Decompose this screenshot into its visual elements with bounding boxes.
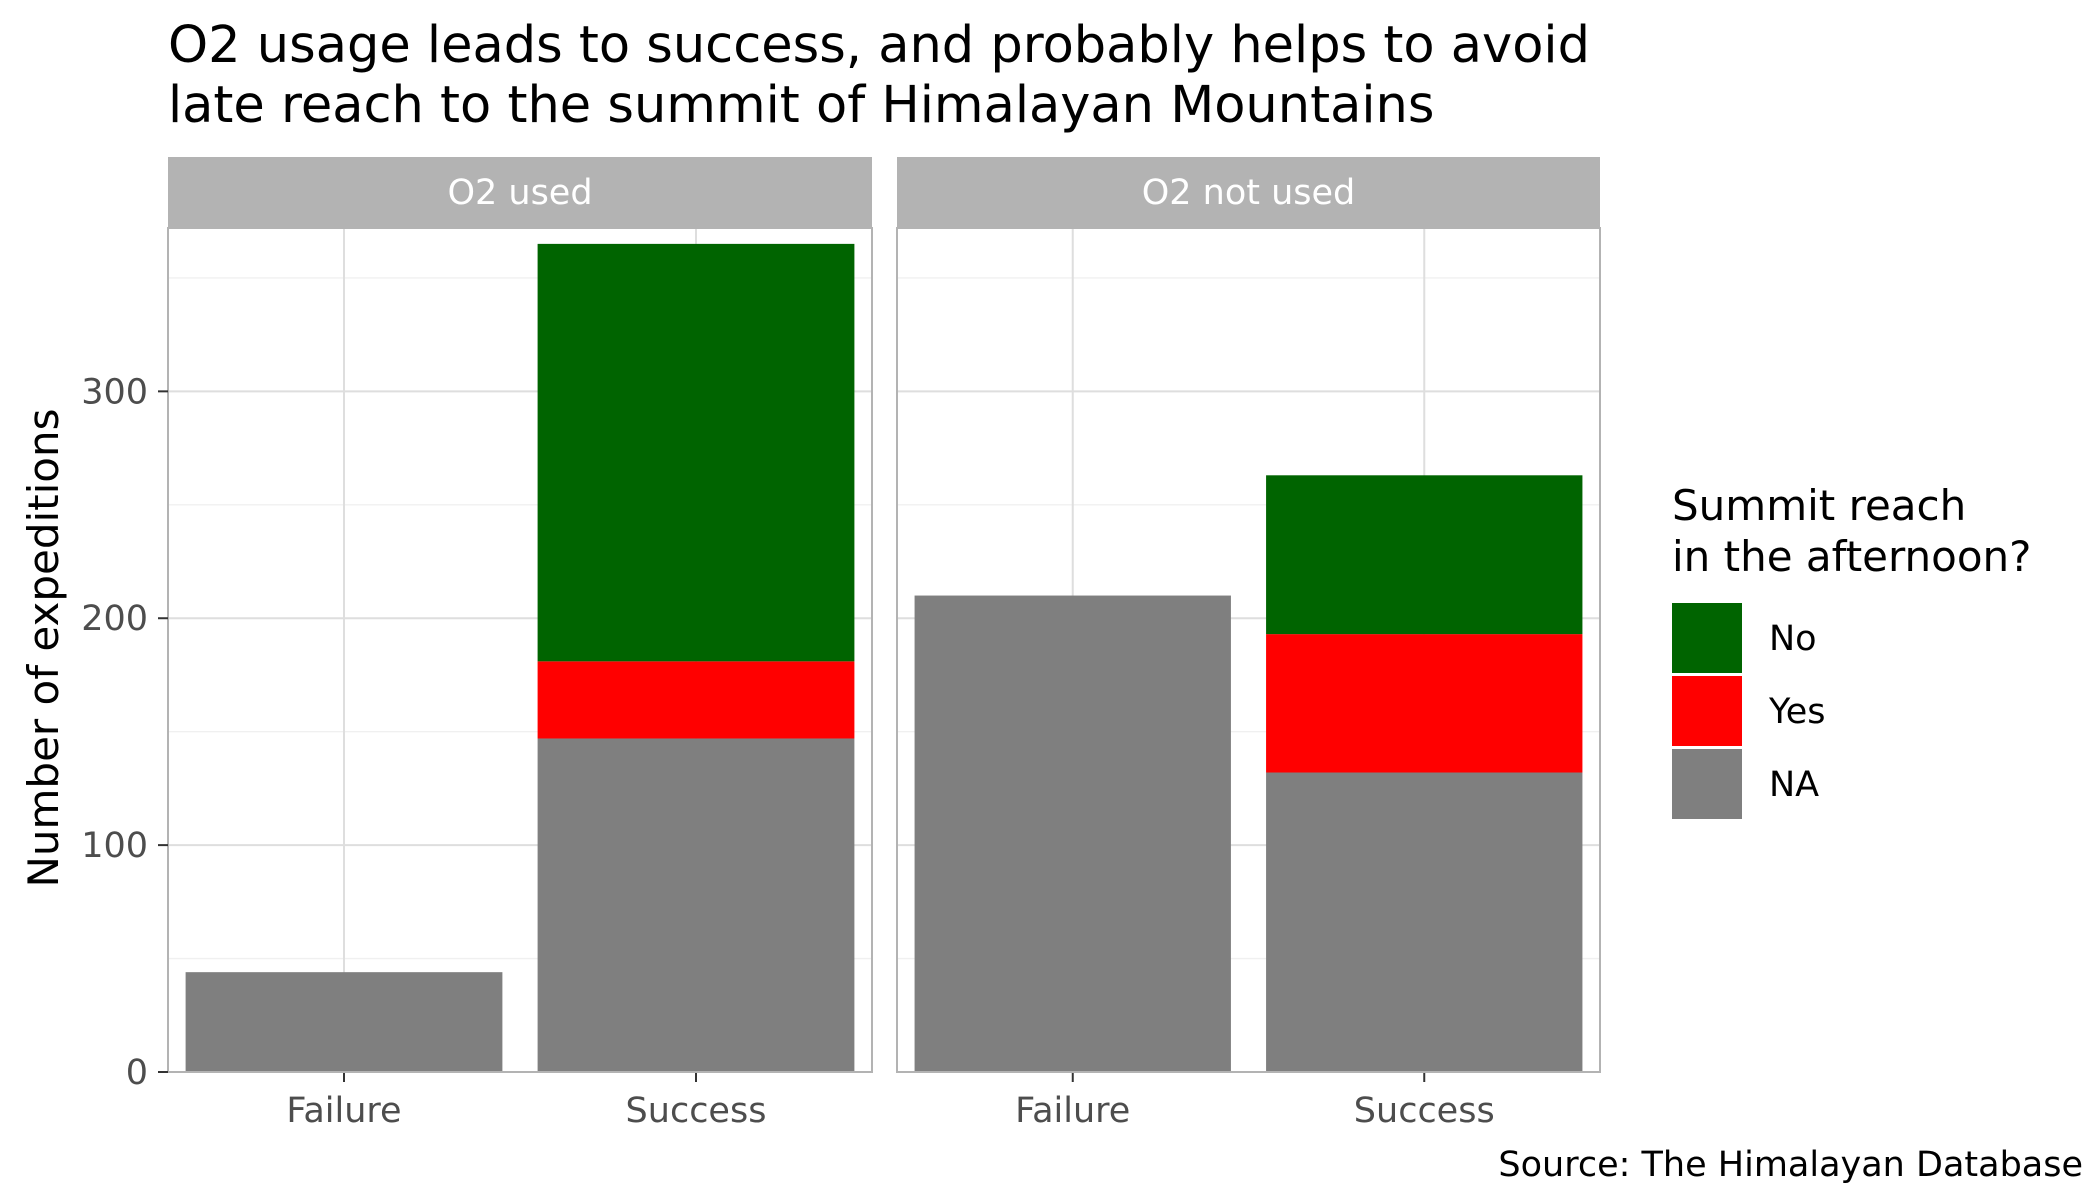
y-tick-label-3: 300: [81, 372, 148, 412]
plot-layer: O2 used Failure Success O2 not used Failure S…: [81, 157, 1601, 1131]
bar-o2-used-success-no: [537, 243, 855, 662]
y-tick-label-2: 200: [81, 599, 148, 639]
chart-caption: Source: The Himalayan Database: [1498, 1145, 2083, 1185]
bar-o2-used-success-yes: [537, 661, 855, 739]
bar-o2-used-success-na: [537, 738, 855, 1072]
bar-o2-not-used-failure-na: [914, 595, 1231, 1072]
panel-0: O2 used Failure Success: [167, 157, 873, 1131]
bar-o2-not-used-success-no: [1266, 475, 1583, 635]
chart-title-line-1: O2 usage leads to success, and probably …: [168, 16, 1590, 75]
x-tick-label-1-0: Failure: [1015, 1091, 1130, 1131]
legend-label-no: No: [1769, 619, 1817, 659]
legend-title-line-2: in the afternoon?: [1672, 532, 2031, 581]
panel-strip-0: [168, 157, 872, 227]
chart-title-line-2: late reach to the summit of Himalayan Mo…: [168, 76, 1434, 135]
legend-label-yes: Yes: [1768, 692, 1826, 732]
y-tick-label-1: 100: [81, 826, 148, 866]
panel-border-1: [896, 227, 1601, 1073]
panel-1: O2 not used Failure Success: [896, 157, 1601, 1131]
bar-o2-not-used-success-yes: [1266, 634, 1583, 773]
x-tick-label-0-1: Success: [626, 1091, 767, 1131]
panel-border-0: [167, 227, 873, 1073]
legend-key-yes: [1672, 676, 1742, 746]
legend-label-na: NA: [1769, 765, 1819, 805]
bar-o2-not-used-success-na: [1266, 772, 1583, 1072]
y-axis-title: Number of expeditions: [19, 408, 68, 887]
legend-title-line-1: Summit reach: [1672, 481, 1966, 530]
legend: Summit reach in the afternoon? No Yes NA: [1672, 481, 2031, 819]
panel-strip-label-0: O2 used: [447, 173, 592, 213]
bar-o2-used-failure-na: [185, 972, 503, 1072]
legend-key-na: [1672, 749, 1742, 819]
panel-strip-label-1: O2 not used: [1142, 173, 1356, 213]
panel-strip-1: [897, 157, 1600, 227]
x-tick-label-0-0: Failure: [286, 1091, 401, 1131]
y-tick-label-0: 0: [126, 1053, 148, 1093]
x-tick-label-1-1: Success: [1354, 1091, 1495, 1131]
legend-key-no: [1672, 603, 1742, 673]
